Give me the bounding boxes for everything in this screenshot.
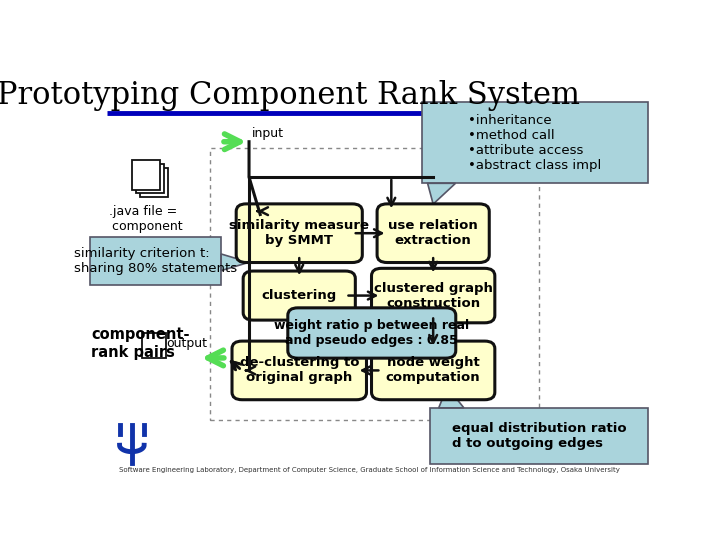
Text: •inheritance
•method call
•attribute access
•abstract class impl: •inheritance •method call •attribute acc… bbox=[469, 114, 602, 172]
Text: similarity criterion t:
sharing 80% statements: similarity criterion t: sharing 80% stat… bbox=[74, 247, 237, 275]
Text: clustered graph
construction: clustered graph construction bbox=[374, 281, 492, 309]
Bar bbox=[210, 148, 539, 420]
Text: use relation
extraction: use relation extraction bbox=[388, 219, 478, 247]
Text: input: input bbox=[252, 127, 284, 140]
FancyBboxPatch shape bbox=[236, 204, 362, 262]
Text: similarity measure
by SMMT: similarity measure by SMMT bbox=[229, 219, 369, 247]
Text: .java file =
  component: .java file = component bbox=[104, 205, 182, 233]
Bar bbox=[90, 238, 221, 285]
Text: clustering: clustering bbox=[261, 289, 337, 302]
Text: component-
rank pairs: component- rank pairs bbox=[91, 327, 189, 360]
FancyBboxPatch shape bbox=[372, 268, 495, 323]
FancyBboxPatch shape bbox=[288, 308, 456, 358]
Text: Software Engineering Laboratory, Department of Computer Science, Graduate School: Software Engineering Laboratory, Departm… bbox=[119, 467, 619, 473]
Bar bbox=[143, 333, 166, 359]
Bar bbox=[136, 164, 163, 193]
Bar bbox=[132, 160, 160, 190]
Text: node weight
computation: node weight computation bbox=[386, 356, 480, 384]
FancyBboxPatch shape bbox=[232, 341, 366, 400]
Polygon shape bbox=[221, 254, 249, 271]
Polygon shape bbox=[428, 183, 456, 204]
FancyBboxPatch shape bbox=[372, 341, 495, 400]
Bar bbox=[431, 408, 648, 464]
Polygon shape bbox=[438, 387, 464, 408]
Text: weight ratio p between real
and pseudo edges : 0.85: weight ratio p between real and pseudo e… bbox=[274, 319, 469, 347]
Bar bbox=[140, 168, 168, 197]
Text: equal distribution ratio
d to outgoing edges: equal distribution ratio d to outgoing e… bbox=[452, 422, 626, 450]
FancyBboxPatch shape bbox=[377, 204, 490, 262]
Bar bbox=[422, 102, 648, 183]
FancyBboxPatch shape bbox=[243, 271, 356, 320]
Text: Prototyping Component Rank System: Prototyping Component Rank System bbox=[0, 80, 580, 111]
Text: output: output bbox=[166, 337, 207, 350]
Text: de-clustering to
original graph: de-clustering to original graph bbox=[240, 356, 359, 384]
